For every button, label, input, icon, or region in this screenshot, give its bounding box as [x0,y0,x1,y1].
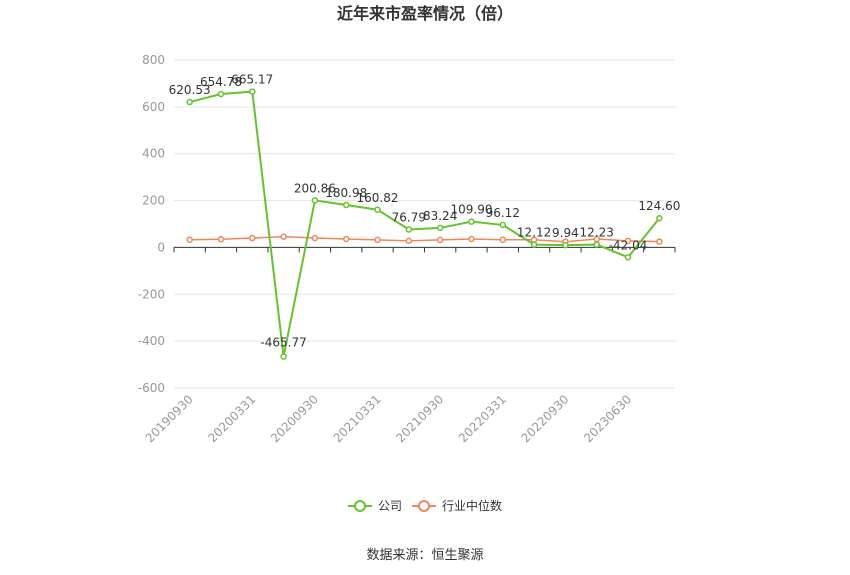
data-label: 109.90 [450,203,492,217]
data-point [186,236,193,243]
data-point [217,235,225,243]
data-point [280,353,287,360]
data-point [499,221,507,229]
data-label: 9.94 [552,226,579,240]
series-line-company [189,90,661,357]
data-point [468,218,475,225]
data-label: 96.12 [486,206,520,220]
data-point [405,226,413,233]
legend-item-industry[interactable]: 行业中位数 [412,498,502,513]
y-tick-label: 400 [142,147,165,161]
data-label: 180.98 [325,186,367,200]
x-axis: 20190930 20200331 20200930 20210331 20210930… [143,246,676,445]
data-label: 654.78 [200,75,242,89]
x-tick-label: 20230630 [581,392,634,445]
data-point [530,241,538,248]
legend-marker [418,500,430,512]
legend-item-company[interactable]: 公司 [348,499,402,513]
data-point [656,214,663,222]
y-tick-label: 800 [142,53,165,67]
data-label: 160.82 [357,191,399,205]
data-point [562,241,569,249]
data-point [624,237,632,245]
data-point [405,237,413,245]
data-point [374,206,381,214]
data-point [311,197,319,204]
data-label: -42.04 [609,238,648,252]
legend[interactable]: 公司 行业中位数 [348,498,502,513]
y-tick-label: 200 [142,194,165,208]
data-label: 83.24 [423,209,457,223]
data-point [280,233,287,240]
data-label: 12.23 [580,226,614,240]
legend-label: 公司 [378,499,402,513]
y-tick-label: 600 [142,100,165,114]
x-tick-label: 20200331 [205,392,258,445]
chart-title: 近年来市盈率情况（倍） [337,4,513,23]
data-point [593,241,600,248]
data-point [342,235,350,243]
data-point [249,234,256,242]
data-label: 620.53 [169,83,211,97]
y-tick-label: -600 [138,381,165,395]
data-point [468,235,475,243]
grid-lines [174,59,675,389]
x-tick-label: 20200930 [268,392,321,445]
data-point [186,98,193,106]
data-point [656,238,663,245]
data-point [436,224,444,232]
x-tick-label: 20210331 [331,392,384,445]
data-label: 76.79 [392,210,426,224]
data-label: -465.77 [260,336,306,350]
y-axis: 800 600 400 200 0 -200 -400 -600 [138,53,165,395]
data-point [374,236,381,244]
y-tick-label: -200 [138,287,165,301]
data-label: 665.17 [231,73,273,87]
data-label: 200.86 [294,181,336,195]
data-point [217,90,225,98]
x-tick-label: 20190930 [143,392,196,445]
data-point [249,88,256,95]
data-point [624,254,632,261]
legend-label: 行业中位数 [442,498,502,513]
x-tick-label: 20210930 [393,392,446,445]
data-point [342,201,350,209]
y-tick-label: 0 [157,240,165,254]
data-source: 数据来源：恒生聚源 [366,548,483,563]
data-point [499,236,507,243]
x-tick-label: 20220331 [456,392,509,445]
data-point [436,236,444,244]
data-label: 124.60 [638,199,680,213]
series-layer [186,88,663,360]
series-line-industry [189,235,660,243]
legend-marker [354,500,366,512]
y-tick-label: -400 [138,334,165,348]
data-label: 12.12 [517,226,551,240]
data-point [311,234,319,242]
x-tick-label: 20220930 [518,392,571,445]
